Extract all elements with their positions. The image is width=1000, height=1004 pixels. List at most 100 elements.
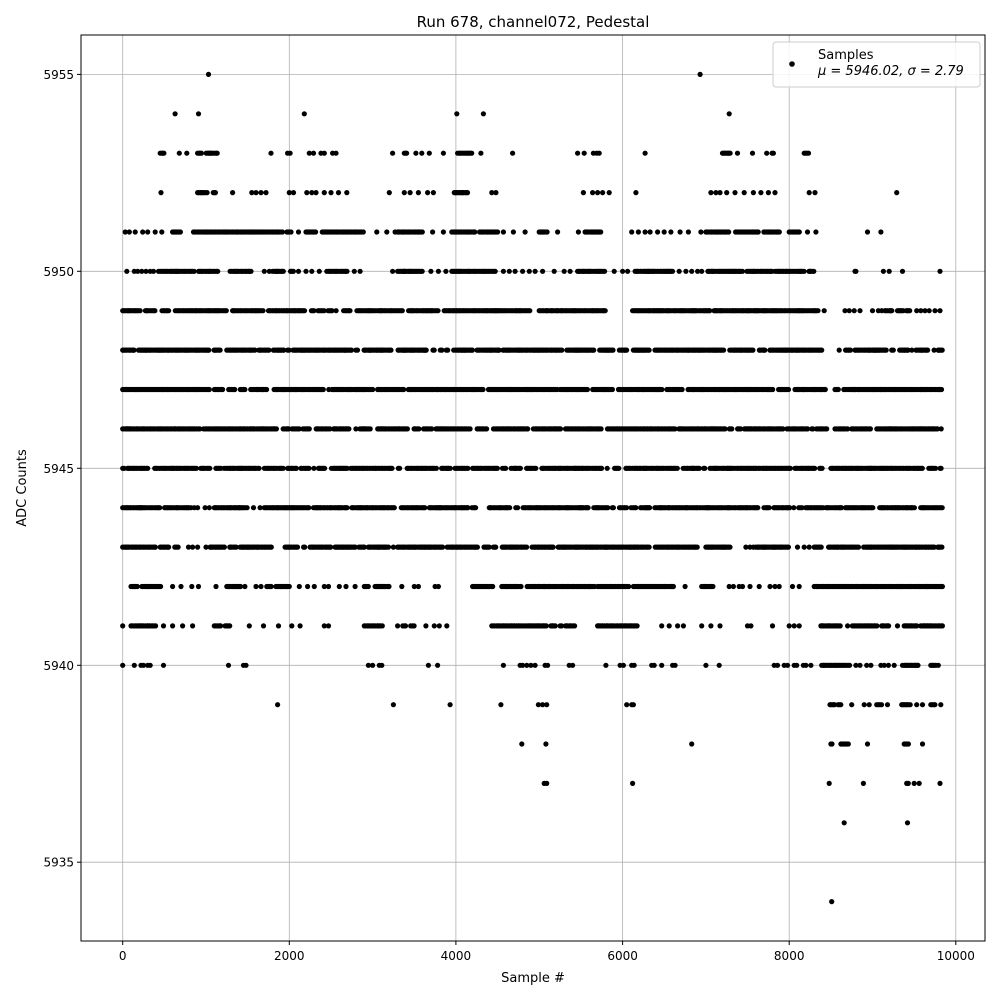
data-point xyxy=(533,466,538,471)
data-point xyxy=(422,505,427,510)
data-point xyxy=(513,269,518,274)
data-point xyxy=(401,387,406,392)
data-point xyxy=(206,348,211,353)
data-point xyxy=(812,466,817,471)
data-point xyxy=(218,623,223,628)
data-point xyxy=(675,623,680,628)
data-point xyxy=(226,663,231,668)
data-point xyxy=(568,269,573,274)
data-point xyxy=(937,308,942,313)
data-point xyxy=(673,663,678,668)
data-point xyxy=(838,702,843,707)
data-point xyxy=(251,505,256,510)
data-point xyxy=(552,269,557,274)
data-point xyxy=(797,623,802,628)
data-point xyxy=(207,387,212,392)
data-point xyxy=(912,781,917,786)
data-point xyxy=(253,584,258,589)
data-point xyxy=(465,466,470,471)
data-point xyxy=(599,426,604,431)
data-point xyxy=(507,269,512,274)
data-point xyxy=(445,348,450,353)
data-point xyxy=(207,466,212,471)
data-point xyxy=(790,584,795,589)
data-point xyxy=(915,663,920,668)
data-point xyxy=(775,663,780,668)
data-point xyxy=(586,505,591,510)
data-point xyxy=(370,387,375,392)
data-point xyxy=(232,387,237,392)
data-point xyxy=(518,584,523,589)
data-point xyxy=(870,505,875,510)
data-point xyxy=(721,348,726,353)
data-point xyxy=(440,545,445,550)
data-point xyxy=(603,663,608,668)
data-point xyxy=(895,623,900,628)
data-point xyxy=(770,623,775,628)
data-point xyxy=(797,584,802,589)
data-point xyxy=(717,663,722,668)
data-point xyxy=(861,781,866,786)
data-point xyxy=(507,505,512,510)
data-point xyxy=(501,663,506,668)
data-point xyxy=(276,623,281,628)
data-point xyxy=(151,269,156,274)
data-point xyxy=(729,426,734,431)
data-point xyxy=(189,584,194,589)
data-point xyxy=(544,702,549,707)
data-point xyxy=(543,741,548,746)
data-point xyxy=(495,466,500,471)
data-point xyxy=(289,623,294,628)
data-point xyxy=(792,623,797,628)
data-point xyxy=(416,426,421,431)
data-point xyxy=(865,741,870,746)
data-point xyxy=(448,466,453,471)
data-point xyxy=(124,269,129,274)
data-point xyxy=(395,623,400,628)
data-point xyxy=(247,623,252,628)
data-point xyxy=(939,426,944,431)
data-point xyxy=(352,269,357,274)
data-point xyxy=(222,545,227,550)
data-point xyxy=(317,269,322,274)
data-point xyxy=(938,702,943,707)
data-point xyxy=(591,348,596,353)
data-point xyxy=(426,663,431,668)
data-point xyxy=(912,505,917,510)
data-point xyxy=(802,269,807,274)
data-point xyxy=(347,308,352,313)
data-point xyxy=(303,269,308,274)
data-point xyxy=(625,269,630,274)
data-point xyxy=(545,663,550,668)
data-point xyxy=(849,702,854,707)
data-point xyxy=(224,308,229,313)
data-point xyxy=(914,702,919,707)
data-point xyxy=(267,269,272,274)
data-point xyxy=(243,663,248,668)
data-point xyxy=(659,387,664,392)
data-point xyxy=(307,426,312,431)
data-point xyxy=(131,348,136,353)
data-point xyxy=(544,781,549,786)
data-point xyxy=(925,348,930,353)
data-point xyxy=(755,505,760,510)
data-point xyxy=(432,623,437,628)
data-point xyxy=(702,466,707,471)
data-point xyxy=(525,426,530,431)
data-point xyxy=(132,663,137,668)
data-point xyxy=(803,663,808,668)
data-point xyxy=(326,584,331,589)
data-point xyxy=(562,269,567,274)
data-point xyxy=(346,426,351,431)
data-point xyxy=(302,308,307,313)
data-point xyxy=(248,269,253,274)
data-point xyxy=(624,702,629,707)
data-point xyxy=(836,387,841,392)
data-point xyxy=(787,623,792,628)
data-point xyxy=(432,348,437,353)
data-point xyxy=(302,545,307,550)
data-point xyxy=(544,623,549,628)
data-point xyxy=(390,269,395,274)
data-point xyxy=(683,584,688,589)
